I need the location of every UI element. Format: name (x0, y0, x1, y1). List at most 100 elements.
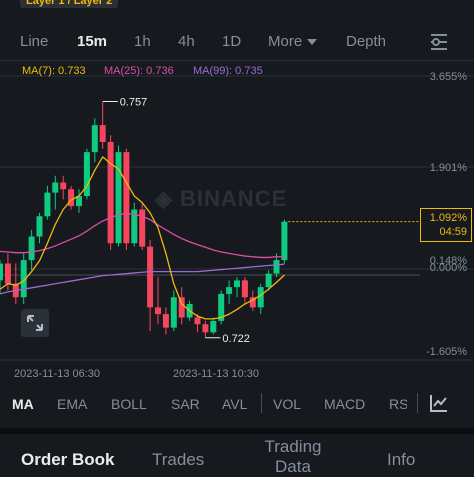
candle-body (123, 152, 130, 244)
ma7-line (0, 155, 285, 320)
candle-body (202, 324, 209, 333)
candle (257, 283, 264, 315)
top-strip: Layer 1 / Layer 2 (0, 0, 474, 12)
tab-trades[interactable]: Trades (152, 450, 205, 469)
category-chip[interactable]: Layer 1 / Layer 2 (20, 0, 119, 8)
indicator-macd[interactable]: MACD (324, 396, 366, 412)
candle (52, 175, 59, 210)
fullscreen-button[interactable] (21, 309, 49, 337)
candle-body (226, 287, 233, 294)
candle-body (273, 260, 280, 274)
tab-more[interactable]: More (268, 33, 318, 50)
tab-1h[interactable]: 1h (134, 33, 151, 50)
low-label: 0.722 (222, 333, 250, 345)
tab-15m[interactable]: 15m (77, 33, 108, 50)
candle-body (218, 293, 225, 321)
candle-body (147, 246, 154, 308)
candle (115, 145, 122, 247)
candle-body (115, 152, 122, 244)
ma7-legend: MA(7): 0.733 (22, 65, 86, 77)
candle (60, 175, 67, 200)
candle-body (249, 297, 256, 308)
candle (36, 212, 43, 244)
indicator-sar[interactable]: SAR (171, 396, 200, 412)
divider (261, 393, 262, 413)
candle-body (162, 314, 169, 328)
candle-body (52, 182, 59, 193)
candle (20, 253, 27, 304)
current-price-pct: 1.092% (429, 212, 467, 224)
settings-icon[interactable] (428, 32, 450, 52)
indicator-rsi[interactable]: RS (389, 396, 407, 412)
tab-info[interactable]: Info (387, 450, 416, 469)
indicator-ma[interactable]: MA (12, 396, 34, 412)
chart-settings-icon[interactable] (428, 392, 450, 414)
candle-body (281, 221, 288, 261)
candle (76, 189, 82, 213)
candle-body (178, 297, 185, 318)
tab-more-label: More (268, 33, 303, 50)
candle-body (91, 125, 98, 153)
candle-body (28, 236, 35, 261)
candle (265, 270, 272, 291)
candle (234, 277, 240, 298)
ma99-legend: MA(99): 0.735 (193, 65, 263, 77)
candle-body (241, 280, 248, 298)
candle (226, 280, 233, 304)
bottom-tabs: Order Book Trades Trading Data Info (0, 434, 474, 476)
tab-trading-data[interactable]: Trading Data (264, 437, 322, 476)
tab-4h[interactable]: 4h (178, 33, 195, 50)
candlestick-chart[interactable]: 0.757 0.722 3.655% 1.901% 0.148%0.000% -1.605… (0, 60, 474, 385)
candle (123, 148, 130, 250)
candle (0, 260, 3, 294)
candle (28, 229, 35, 271)
candle-body (0, 263, 3, 281)
candle-body (36, 216, 43, 237)
candle (194, 314, 201, 333)
candle-body (60, 182, 67, 190)
candle-body (234, 280, 240, 288)
tab-line[interactable]: Line (20, 33, 49, 50)
candle-body (99, 125, 106, 142)
indicator-ema[interactable]: EMA (57, 396, 88, 412)
candle-body (68, 189, 75, 207)
candle-body (83, 152, 90, 196)
ma99-line (0, 263, 285, 295)
indicator-avl[interactable]: AVL (222, 396, 248, 412)
caret-down-icon (307, 39, 318, 46)
candle-body (131, 209, 138, 244)
candle-body (155, 307, 161, 315)
tab-order-book[interactable]: Order Book (21, 450, 115, 469)
candle (99, 101, 106, 149)
tab-depth[interactable]: Depth (346, 33, 387, 50)
candle (210, 317, 217, 335)
candle (91, 118, 98, 163)
candle (107, 135, 114, 250)
candle (139, 202, 146, 250)
candle-body (76, 196, 82, 207)
candle (202, 320, 209, 338)
candle (178, 287, 185, 325)
binance-logo-icon: ◈ (155, 186, 181, 211)
candle (68, 185, 75, 210)
candle (162, 307, 169, 335)
candle-body (194, 317, 201, 325)
candle-body (4, 263, 11, 284)
tab-1d[interactable]: 1D (222, 33, 242, 50)
indicator-boll[interactable]: BOLL (111, 396, 147, 412)
candle (218, 290, 225, 325)
candle-body (210, 320, 217, 333)
time-axis-label: 2023-11-13 06:30 (14, 368, 100, 380)
candle (241, 277, 248, 304)
current-price-tag: 1.092% 04:59 (420, 208, 472, 242)
indicator-vol[interactable]: VOL (273, 396, 302, 412)
candle (44, 185, 51, 220)
watermark: ◈ BINANCE (155, 186, 287, 212)
candle (155, 277, 161, 325)
divider (417, 393, 418, 413)
expand-icon (27, 315, 43, 331)
candle-body (170, 297, 177, 328)
candle (170, 290, 177, 331)
timeframe-bar: Line 15m 1h 4h 1D More Depth (0, 28, 474, 56)
divider (0, 60, 474, 61)
